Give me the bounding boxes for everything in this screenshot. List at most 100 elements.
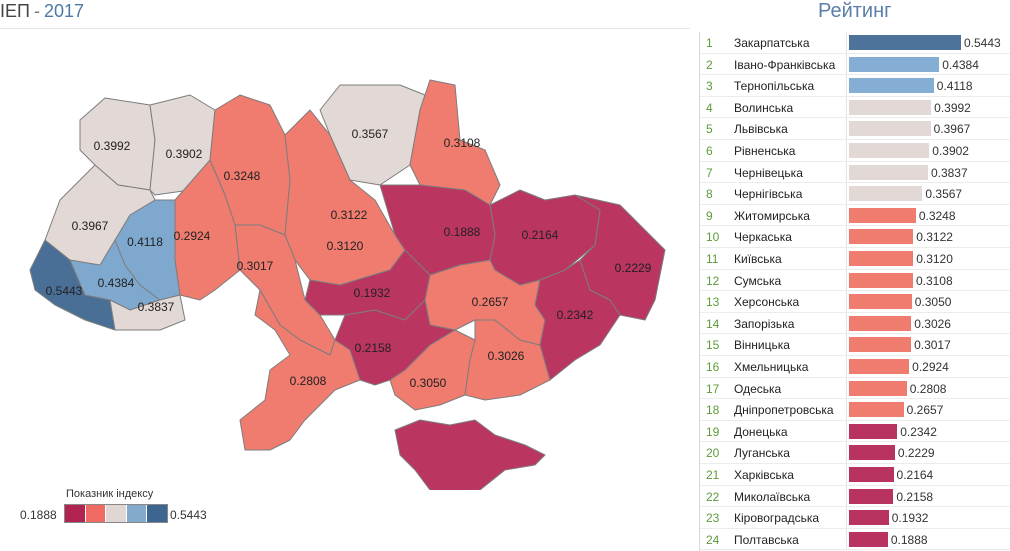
bar	[849, 164, 928, 180]
bar	[849, 510, 889, 526]
region-name: Вінницька	[734, 338, 790, 353]
bar	[849, 488, 894, 504]
ukraine-map: 0.5443 0.4384 0.4118 0.3992 0.3967 0.3902 0.38…	[29, 79, 666, 490]
table-row: 5 Львівська 0.3967	[700, 118, 1010, 140]
bar	[849, 337, 912, 353]
rank-number: 1	[706, 36, 713, 50]
region-name: Кіровоградська	[734, 511, 820, 526]
map-region-value: 0.3248	[224, 169, 261, 183]
region-name: Сумська	[734, 273, 782, 288]
map-region-value: 0.3120	[327, 239, 364, 253]
region-name: Чернігівська	[734, 187, 803, 202]
map-region[interactable]	[109, 294, 186, 331]
table-row: 14 Запорізька 0.3026	[700, 312, 1010, 335]
bar	[849, 423, 898, 439]
region-name: Волинська	[734, 100, 794, 115]
table-row: 3 Тернопільська 0.4118	[700, 75, 1010, 97]
bar-cell: 0.2164	[846, 464, 1010, 485]
bar-value-label: 0.3567	[925, 187, 963, 202]
bar-value-label: 0.2342	[900, 424, 937, 439]
rank-number: 14	[706, 316, 720, 331]
bar	[849, 35, 961, 50]
table-row: 22 Миколаївська 0.2158	[700, 485, 1010, 508]
region-name: Херсонська	[734, 295, 800, 310]
bar	[849, 402, 904, 418]
bar-cell: 0.5443	[846, 32, 1010, 53]
rank-number: 17	[706, 381, 720, 396]
table-row: 1 Закарпатська 0.5443	[700, 32, 1010, 54]
ranking-table: 1 Закарпатська 0.5443 2 Івано-Франківська 0.4…	[699, 32, 1010, 551]
rank-number: 22	[706, 489, 720, 504]
bar	[849, 78, 934, 94]
bar-value-label: 0.3837	[930, 165, 968, 180]
bar-cell: 0.4384	[846, 53, 1010, 75]
header: ІЕП -2017 Рейтинг	[0, 0, 1010, 24]
bar	[849, 531, 888, 547]
bar-cell: 0.3122	[846, 226, 1010, 247]
map-region[interactable]	[44, 164, 156, 266]
map-region-value: 0.3122	[331, 208, 368, 222]
legend-swatch	[85, 505, 107, 522]
rank-number: 5	[706, 122, 713, 137]
map-region[interactable]	[174, 159, 241, 301]
map-region-value: 0.1888	[444, 225, 481, 239]
title-separator: -	[33, 1, 40, 21]
map-region-value: 0.3017	[237, 259, 274, 273]
rank-number: 16	[706, 360, 720, 374]
bar-value-label: 0.3122	[916, 230, 953, 245]
table-row: 8 Чернігівська 0.3567	[700, 183, 1010, 205]
region-name: Запорізька	[734, 316, 795, 331]
region-name: Житомирська	[734, 208, 810, 223]
bar	[849, 467, 894, 482]
map-region-value: 0.3108	[444, 136, 481, 150]
rank-number: 7	[706, 165, 713, 180]
rank-number: 24	[706, 532, 720, 547]
bar	[849, 229, 914, 245]
map-region-value: 0.4384	[98, 276, 135, 290]
region-name: Черкаська	[734, 230, 792, 245]
region-name: Миколаївська	[734, 489, 811, 504]
bar-value-label: 0.2158	[896, 489, 934, 504]
table-row: 6 Рівненська 0.3902	[700, 140, 1010, 162]
legend-color-scale	[64, 504, 168, 523]
rank-number: 13	[706, 295, 720, 310]
bar-cell: 0.3120	[846, 248, 1010, 269]
map-region[interactable]	[394, 419, 546, 490]
bar	[849, 56, 940, 72]
map-region-value: 0.1932	[354, 286, 391, 300]
bar-cell: 0.3967	[846, 118, 1010, 139]
legend-title: Показник індексу	[66, 488, 154, 500]
map-region[interactable]	[379, 184, 496, 276]
rank-number: 2	[706, 57, 713, 72]
map-region[interactable]	[239, 289, 361, 451]
region-name: Одеська	[734, 381, 782, 396]
map-region[interactable]	[409, 79, 501, 206]
table-row: 7 Чернівецька 0.3837	[700, 161, 1010, 184]
table-row: 24 Полтавська 0.1888	[700, 528, 1010, 551]
legend-swatch	[126, 505, 148, 522]
region-name: Дніпропетровська	[734, 403, 834, 418]
bar-cell: 0.3837	[846, 161, 1010, 183]
region-name: Полтавська	[734, 532, 799, 547]
rank-number: 10	[706, 230, 720, 245]
bar-cell: 0.2229	[846, 442, 1010, 463]
map-region[interactable]	[304, 249, 431, 321]
rank-number: 6	[706, 144, 713, 158]
rank-number: 4	[706, 100, 713, 115]
map-region-value: 0.2229	[615, 261, 652, 275]
rank-number: 8	[706, 187, 713, 202]
rank-number: 9	[706, 208, 713, 223]
bar-value-label: 0.3120	[916, 252, 953, 266]
title-prefix: ІЕП	[0, 1, 30, 21]
bar-value-label: 0.2657	[906, 403, 944, 418]
rank-number: 20	[706, 446, 720, 461]
legend-swatch	[147, 505, 167, 522]
bar-value-label: 0.3967	[933, 122, 971, 137]
bar	[849, 315, 912, 331]
region-name: Тернопільська	[734, 79, 815, 94]
bar-value-label: 0.2808	[909, 381, 947, 396]
map-region-value: 0.3992	[94, 139, 131, 153]
bar-cell: 0.2657	[846, 399, 1010, 420]
bar	[849, 380, 907, 396]
bar-value-label: 0.3992	[934, 100, 971, 115]
